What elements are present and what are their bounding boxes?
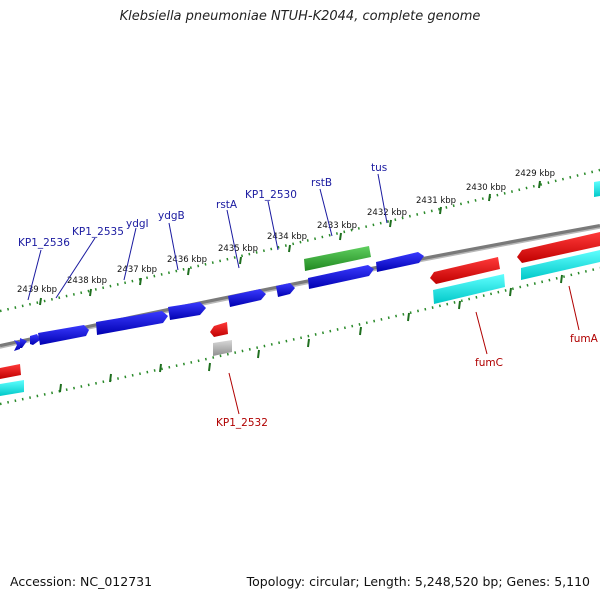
tick-label: 2429 kbp [515, 169, 555, 179]
map-title: Klebsiella pneumoniae NTUH-K2044, comple… [119, 9, 481, 24]
tick-label: 2438 kbp [67, 276, 107, 286]
tick-label: 2439 kbp [17, 285, 57, 295]
tick-label: 2435 kbp [218, 244, 258, 254]
tick-ring-outer [0, 168, 600, 313]
tick-label: 2433 kbp [317, 221, 357, 231]
gene-label[interactable]: KP1_2530 [245, 189, 297, 201]
gene-label[interactable]: fumC [475, 357, 503, 369]
gene-label[interactable]: KP1_2532 [216, 417, 268, 429]
feature-arrow[interactable] [517, 232, 600, 263]
feature-arrow[interactable] [276, 283, 295, 297]
leader-lines-top [27, 173, 388, 301]
tick-label: 2430 kbp [466, 183, 506, 193]
feature-arrow[interactable] [308, 265, 374, 289]
forward-strand-features [14, 246, 424, 351]
feature-arrow[interactable] [304, 246, 371, 271]
feature-arrow[interactable] [0, 364, 21, 379]
gene-label[interactable]: ydgI [126, 218, 149, 230]
major-ticks-inner [59, 274, 563, 393]
feature-arrow[interactable] [521, 250, 600, 280]
tick-label: 2437 kbp [117, 265, 157, 275]
feature-arrow[interactable] [30, 334, 40, 345]
feature-arrow[interactable] [14, 340, 20, 351]
feature-arrow[interactable] [228, 289, 266, 307]
tick-label: 2431 kbp [416, 196, 456, 206]
feature-arrow[interactable] [430, 257, 500, 284]
accession-text: Accession: NC_012731 [10, 574, 153, 589]
genome-summary-text: Topology: circular; Length: 5,248,520 bp… [246, 574, 590, 589]
gene-label[interactable]: rstA [216, 199, 238, 211]
gene-label[interactable]: ydgB [158, 210, 185, 222]
tick-label: 2436 kbp [167, 255, 207, 265]
feature-arrow[interactable] [96, 311, 168, 335]
gene-label[interactable]: KP1_2536 [18, 237, 70, 249]
tick-label: 2432 kbp [367, 208, 407, 218]
feature-arrow[interactable] [38, 325, 89, 345]
feature-arrow[interactable] [20, 338, 27, 348]
gene-label[interactable]: KP1_2535 [72, 226, 124, 238]
feature-arrow[interactable] [168, 302, 206, 320]
feature-arrow[interactable] [433, 274, 505, 304]
feature-arrow[interactable] [0, 380, 24, 396]
gene-label[interactable]: rstB [311, 177, 332, 189]
major-ticks-outer [39, 180, 541, 306]
feature-arrow[interactable] [594, 181, 600, 197]
reverse-strand-features [0, 181, 600, 396]
gene-label[interactable]: fumA [570, 333, 599, 345]
leader-lines-bottom [228, 285, 580, 415]
feature-arrow[interactable] [210, 322, 228, 337]
feature-arrow[interactable] [376, 252, 424, 272]
feature-arrow[interactable] [213, 340, 232, 356]
tick-label: 2434 kbp [267, 232, 307, 242]
gene-label[interactable]: tus [371, 162, 387, 174]
